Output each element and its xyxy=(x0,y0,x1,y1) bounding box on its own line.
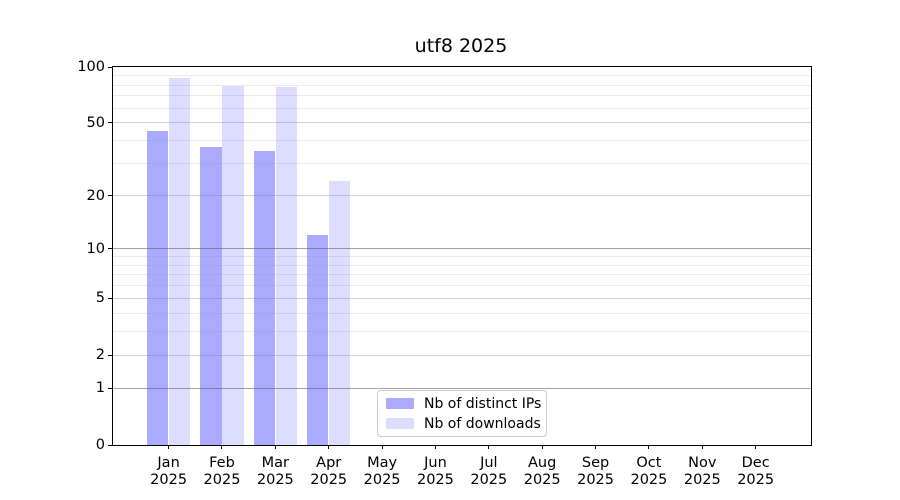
x-tick-jun xyxy=(434,445,436,449)
legend-label-distinct-ips: Nb of distinct IPs xyxy=(424,395,542,412)
x-tick-aug xyxy=(541,445,543,449)
gridline-y-4 xyxy=(113,312,811,314)
x-tick-dec xyxy=(755,445,757,449)
y-tick-100 xyxy=(108,66,112,68)
x-tick-may xyxy=(381,445,383,449)
axes-ticks-layer: 0 1 2 5 10 20 50 100 Jan 2025 Feb 2025 Mar 2025 Apr… xyxy=(77,59,811,488)
y-tick-label-0: 0 xyxy=(95,437,105,453)
x-tick-mar xyxy=(274,445,276,449)
bar-feb-downloads xyxy=(222,86,244,445)
gridline-y-80 xyxy=(113,84,811,86)
bar-apr-downloads xyxy=(329,181,351,445)
bar-jan-distinct-ips xyxy=(146,131,169,445)
y-tick-label-5: 5 xyxy=(95,290,105,307)
gridline-y-50 xyxy=(113,122,811,124)
x-tick-label-dec: Dec 2025 xyxy=(737,455,775,488)
legend-item-downloads: Nb of downloads xyxy=(386,415,541,432)
legend-swatch-downloads xyxy=(386,418,414,429)
x-tick-label-jan: Jan 2025 xyxy=(150,455,188,488)
x-tick-feb xyxy=(221,445,223,449)
x-tick-nov xyxy=(701,445,703,449)
bar-feb-distinct-ips xyxy=(200,147,222,445)
gridline-y-40 xyxy=(113,140,811,142)
y-tick-10 xyxy=(108,248,112,250)
gridline-y-20 xyxy=(113,195,811,197)
gridline-y-60 xyxy=(113,107,811,109)
x-tick-label-jul: Jul 2025 xyxy=(470,455,508,488)
legend-item-distinct-ips: Nb of distinct IPs xyxy=(386,395,542,412)
x-tick-apr xyxy=(328,445,330,449)
x-tick-oct xyxy=(648,445,650,449)
y-tick-label-1: 1 xyxy=(95,380,105,397)
y-tick-0 xyxy=(108,444,112,446)
y-tick-label-2: 2 xyxy=(95,347,105,364)
y-tick-label-100: 100 xyxy=(77,59,105,75)
x-tick-jul xyxy=(488,445,490,449)
x-tick-label-aug: Aug 2025 xyxy=(523,455,561,488)
x-tick-jan xyxy=(168,445,170,449)
bars-layer xyxy=(113,67,811,445)
gridline-y-10 xyxy=(113,248,811,250)
x-tick-label-nov: Nov 2025 xyxy=(683,455,721,488)
x-tick-label-mar: Mar 2025 xyxy=(256,455,294,488)
legend: Nb of distinct IPs Nb of downloads xyxy=(377,390,547,437)
gridline-y-8 xyxy=(113,264,811,266)
gridline-y-70 xyxy=(113,95,811,97)
x-tick-label-oct: Oct 2025 xyxy=(630,455,668,488)
bar-mar-distinct-ips xyxy=(253,151,275,445)
x-tick-label-jun: Jun 2025 xyxy=(416,455,454,488)
gridline-y-30 xyxy=(113,163,811,165)
bar-jan-downloads xyxy=(169,78,191,445)
y-tick-label-10: 10 xyxy=(86,240,105,257)
gridline-y-2 xyxy=(113,354,811,356)
legend-label-downloads: Nb of downloads xyxy=(424,415,541,432)
y-tick-2 xyxy=(108,354,112,356)
gridline-y-5 xyxy=(113,297,811,299)
gridline-y-1 xyxy=(113,387,811,389)
y-tick-label-50: 50 xyxy=(86,114,105,131)
x-tick-sep xyxy=(595,445,597,449)
gridline-y-7 xyxy=(113,274,811,276)
x-tick-label-sep: Sep 2025 xyxy=(577,455,614,488)
y-tick-5 xyxy=(108,297,112,299)
y-tick-label-20: 20 xyxy=(86,187,105,204)
gridlines-layer xyxy=(113,67,811,445)
chart-title: utf8 2025 xyxy=(414,35,508,57)
bar-mar-downloads xyxy=(275,87,298,445)
x-tick-label-apr: Apr 2025 xyxy=(310,455,348,488)
gridline-y-90 xyxy=(113,75,811,77)
plot-area: 0 1 2 5 10 20 50 100 Jan 2025 Feb 2025 Mar 2025 Apr… xyxy=(77,59,812,488)
gridline-y-6 xyxy=(113,285,811,287)
gridline-y-3 xyxy=(113,330,811,332)
x-tick-label-may: May 2025 xyxy=(363,455,401,488)
gridline-y-9 xyxy=(113,255,811,257)
y-tick-1 xyxy=(108,387,112,389)
y-tick-20 xyxy=(108,195,112,197)
bar-apr-distinct-ips xyxy=(307,234,329,445)
y-tick-50 xyxy=(108,122,112,124)
x-tick-label-feb: Feb 2025 xyxy=(203,455,241,488)
legend-swatch-distinct-ips xyxy=(386,398,414,409)
